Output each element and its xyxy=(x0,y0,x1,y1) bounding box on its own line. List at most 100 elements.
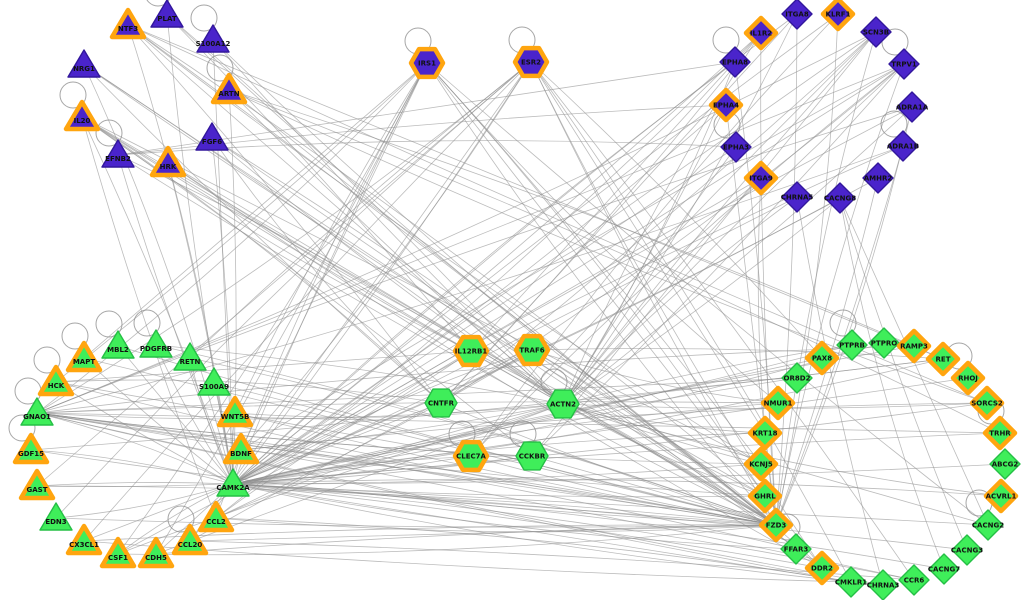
node-cacng7[interactable]: CACNG7 xyxy=(928,553,960,585)
edge-IL1R2-CCL2 xyxy=(215,32,762,519)
triangle-node-shape xyxy=(197,367,231,396)
node-sorcs2[interactable]: SORCS2 xyxy=(969,385,1005,421)
node-trhr[interactable]: TRHR xyxy=(982,415,1018,451)
edge-EPHA3-CAMK2A xyxy=(232,146,737,485)
edge-CHRNA5-ACTN2 xyxy=(562,196,798,405)
node-cacng8[interactable]: CACNG8 xyxy=(824,182,856,214)
self-loop-edge xyxy=(146,0,170,7)
triangle-node-shape xyxy=(12,432,50,465)
node-traf6[interactable]: TRAF6 xyxy=(513,333,551,367)
node-il12rb1[interactable]: IL12RB1 xyxy=(452,334,490,368)
node-gdf15[interactable]: GDF15 xyxy=(12,432,50,465)
edge-ABCG2-CAMK2A xyxy=(232,463,1006,485)
triangle-node-shape xyxy=(171,523,209,556)
diamond-node-shape xyxy=(780,533,812,565)
node-ntf3[interactable]: NTF3 xyxy=(109,7,147,40)
diamond-node-shape xyxy=(836,329,868,361)
node-plat[interactable]: PLAT xyxy=(150,0,184,28)
hexagon-node-shape xyxy=(424,388,458,418)
node-nmur1[interactable]: NMUR1 xyxy=(760,385,796,421)
edge-CMKLR1-GNAO1 xyxy=(36,412,852,583)
edge-ACTN2-CCL2 xyxy=(215,403,564,519)
node-acvrl1[interactable]: ACVRL1 xyxy=(983,478,1019,514)
edge-CCL2-FZD3 xyxy=(215,517,777,533)
edge-FGF6-FFAR3 xyxy=(211,137,797,550)
node-esr2[interactable]: ESR2 xyxy=(512,45,550,79)
edge-TRAF6-CAMK2A xyxy=(232,349,533,485)
node-chrna5[interactable]: CHRNA5 xyxy=(781,181,814,213)
diamond-node-shape xyxy=(781,181,813,213)
edge-ACTN2-WNT5B xyxy=(234,403,564,418)
edge-IL1R2-ACTN2 xyxy=(562,32,762,405)
edge-CACNG2-CAMK2A xyxy=(232,483,989,526)
hexagon-node-shape xyxy=(546,389,580,419)
node-mbl2[interactable]: MBL2 xyxy=(101,330,135,359)
edge-CLEC7A-HCK xyxy=(55,381,472,457)
node-ccr6[interactable]: CCR6 xyxy=(898,564,930,596)
edge-IL12RB1-HCK xyxy=(55,350,472,383)
diamond-node-shape xyxy=(860,16,892,48)
edge-HCK-CAMK2A xyxy=(55,381,234,485)
diamond-node-shape xyxy=(781,362,813,394)
node-ret[interactable]: RET xyxy=(925,341,961,377)
node-gast[interactable]: GAST xyxy=(18,468,56,501)
edge-IL20-CCKBR xyxy=(81,116,533,457)
node-adra1b[interactable]: ADRA1B xyxy=(887,130,919,162)
edge-IRS1-MAPT xyxy=(83,62,428,359)
edge-EDN3-CAMK2A xyxy=(55,483,234,519)
diamond-node-shape xyxy=(888,48,920,80)
node-cacng3[interactable]: CACNG3 xyxy=(951,534,983,566)
node-cntfr[interactable]: CNTFR xyxy=(424,388,458,418)
edge-IRS1-CSF1 xyxy=(117,62,428,555)
edge-SCN3B-ACTN2 xyxy=(562,31,877,405)
edge-PDGFRB-ACTN2 xyxy=(155,344,564,405)
node-chrna3[interactable]: CHRNA3 xyxy=(867,569,900,600)
edge-ESR2-PAX8 xyxy=(530,61,823,359)
node-amhr2[interactable]: AMHR2 xyxy=(862,162,894,194)
node-irs1[interactable]: IRS1 xyxy=(408,46,446,80)
edge-ADRA1A-GNAO1 xyxy=(36,106,913,414)
edge-AMHR2-CAMK2A xyxy=(232,177,879,485)
node-trpv1[interactable]: TRPV1 xyxy=(888,48,920,80)
node-itga8[interactable]: ITGA8 xyxy=(781,0,813,30)
node-cmklr1[interactable]: CMKLR1 xyxy=(835,566,867,598)
node-rhoj[interactable]: RHOJ xyxy=(950,360,986,396)
edge-GNAO1-FZD3 xyxy=(36,412,777,526)
diamond-node-shape xyxy=(989,448,1021,480)
edge-ITGA8-CNTFR xyxy=(440,13,798,404)
hexagon-node-shape xyxy=(452,439,490,473)
diamond-node-shape xyxy=(804,550,840,586)
edge-IL1R2-CAMK2A xyxy=(232,32,762,485)
node-abcg2[interactable]: ABCG2 xyxy=(989,448,1021,480)
node-cdh5[interactable]: CDH5 xyxy=(137,536,175,569)
node-s100a12[interactable]: S100A12 xyxy=(196,24,231,53)
node-pdgfrb[interactable]: PDGFRB xyxy=(139,329,173,358)
node-cckbr[interactable]: CCKBR xyxy=(515,441,549,471)
node-clec7a[interactable]: CLEC7A xyxy=(452,439,490,473)
edge-TRAF6-NMUR1 xyxy=(531,349,779,404)
node-fgf6[interactable]: FGF6 xyxy=(195,122,229,151)
hexagon-node-shape xyxy=(512,45,550,79)
self-loop-edge xyxy=(190,4,218,32)
node-mapt[interactable]: MAPT xyxy=(65,340,103,373)
edge-TRAF6-CSF1 xyxy=(117,349,533,555)
triangle-node-shape xyxy=(65,340,103,373)
node-cacng2[interactable]: CACNG2 xyxy=(972,509,1004,541)
triangle-node-shape xyxy=(210,72,248,105)
diamond-node-shape xyxy=(951,534,983,566)
node-il20[interactable]: IL20 xyxy=(63,99,101,132)
edge-EDN3-FZD3 xyxy=(55,517,777,528)
edge-CACNG7-CAMK2A xyxy=(232,483,945,570)
self-loop-edge xyxy=(133,309,161,337)
edge-IRS1-CDH5 xyxy=(155,62,428,555)
diamond-node-shape xyxy=(928,553,960,585)
node-edn3[interactable]: EDN3 xyxy=(39,502,73,531)
node-cx3cl1[interactable]: CX3CL1 xyxy=(65,523,103,556)
edge-EFNB2-CAMK2A xyxy=(117,154,234,485)
node-actn2[interactable]: ACTN2 xyxy=(546,389,580,419)
self-loop-edge xyxy=(61,322,89,350)
triangle-node-shape xyxy=(109,7,147,40)
node-nrg1[interactable]: NRG1 xyxy=(67,49,101,78)
